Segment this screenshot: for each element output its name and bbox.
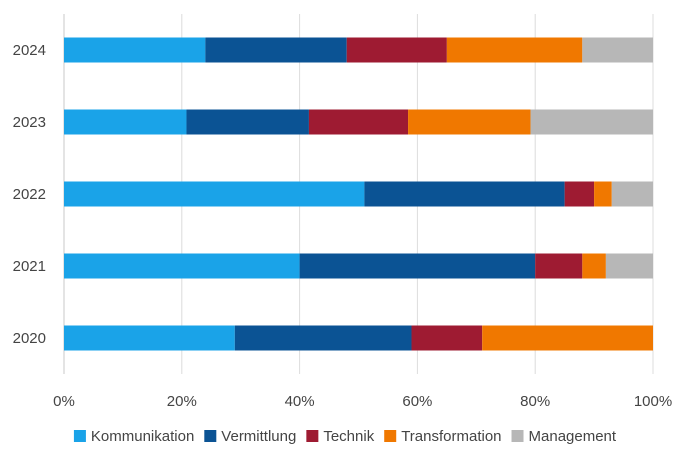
- x-tick-label: 60%: [402, 393, 432, 410]
- y-tick-label: 2023: [13, 114, 46, 131]
- legend-label: Transformation: [401, 428, 501, 445]
- bar-segment-vermittlung: [299, 253, 536, 279]
- bar-segment-kommunikation: [64, 181, 365, 207]
- bar-segment-transformation: [408, 109, 531, 135]
- bar-segment-vermittlung: [234, 325, 412, 351]
- y-axis-labels: 2024 2023 2022 2021 2020: [13, 42, 46, 347]
- legend-label: Technik: [323, 428, 374, 445]
- bar-segment-kommunikation: [64, 325, 235, 351]
- bar-segment-transformation: [482, 325, 653, 351]
- bar-segment-kommunikation: [64, 109, 187, 135]
- y-tick-label: 2021: [13, 258, 46, 275]
- bar-segment-management: [605, 253, 653, 279]
- bar-segment-vermittlung: [364, 181, 565, 207]
- legend-swatch: [306, 430, 319, 442]
- bars: [64, 37, 653, 351]
- bar-segment-transformation: [446, 37, 583, 63]
- legend-swatch: [384, 430, 397, 442]
- x-axis-labels: 0% 20% 40% 60% 80% 100%: [53, 393, 672, 410]
- bar-segment-technik: [346, 37, 447, 63]
- bar-segment-management: [611, 181, 653, 207]
- bar-segment-kommunikation: [64, 37, 206, 63]
- legend-item-kommunikation: Kommunikation: [73, 428, 194, 445]
- bar-segment-technik: [308, 109, 409, 135]
- legend-label: Vermittlung: [221, 428, 296, 445]
- x-tick-label: 0%: [53, 393, 75, 410]
- x-tick-label: 40%: [285, 393, 315, 410]
- legend-label: Kommunikation: [91, 428, 194, 445]
- legend-swatch: [204, 430, 217, 442]
- bar-segment-vermittlung: [186, 109, 309, 135]
- legend-item-vermittlung: Vermittlung: [204, 428, 296, 445]
- bar-segment-kommunikation: [64, 253, 300, 279]
- y-tick-label: 2020: [13, 330, 46, 347]
- legend: Kommunikation Vermittlung Technik Transform…: [73, 428, 617, 445]
- bar-segment-technik: [535, 253, 583, 279]
- bar-segment-transformation: [594, 181, 612, 207]
- legend-item-transformation: Transformation: [384, 428, 502, 445]
- y-tick-label: 2024: [13, 42, 46, 59]
- bar-segment-vermittlung: [205, 37, 347, 63]
- x-tick-label: 80%: [520, 393, 550, 410]
- legend-swatch: [511, 430, 524, 442]
- bar-segment-technik: [411, 325, 483, 351]
- y-tick-label: 2022: [13, 186, 46, 203]
- bar-segment-technik: [564, 181, 595, 207]
- bar-segment-management: [530, 109, 653, 135]
- legend-item-management: Management: [511, 428, 617, 445]
- legend-swatch: [73, 430, 86, 442]
- legend-label: Management: [529, 428, 617, 445]
- x-tick-label: 20%: [167, 393, 197, 410]
- x-tick-label: 100%: [634, 393, 672, 410]
- bar-segment-transformation: [582, 253, 606, 279]
- bar-segment-management: [582, 37, 653, 63]
- legend-item-technik: Technik: [306, 428, 375, 445]
